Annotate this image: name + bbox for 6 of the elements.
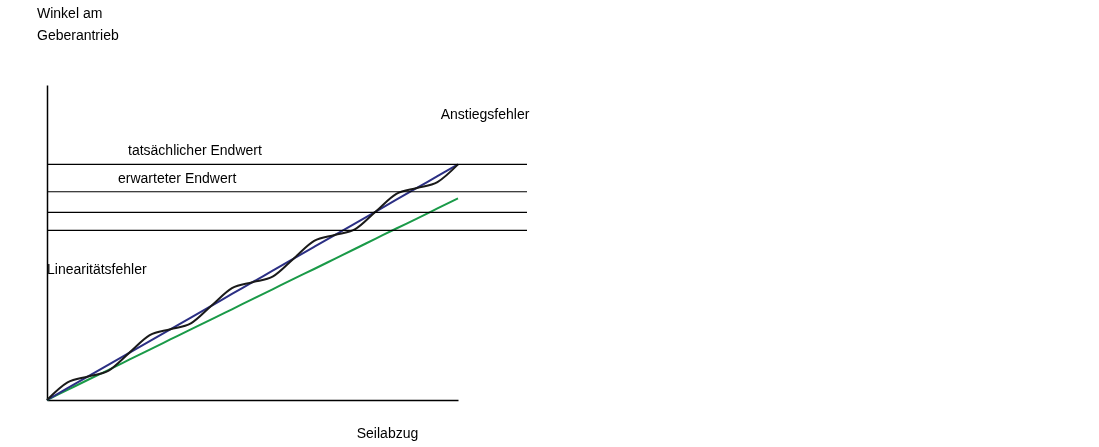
text: Winkel am Geberantrieb	[37, 5, 119, 43]
ref-line-label: tatsächlicher Endwert	[128, 142, 262, 159]
text: Anstiegsfehler	[440, 106, 530, 122]
annotation: Linearitätsfehler	[47, 261, 147, 277]
ref-line-label: erwarteter Endwert	[118, 169, 237, 186]
x-axis-title: Seilabzug	[356, 424, 419, 441]
